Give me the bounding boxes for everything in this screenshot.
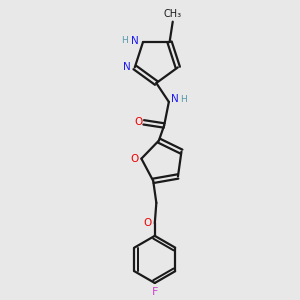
Text: H: H (181, 95, 187, 104)
Text: CH₃: CH₃ (164, 9, 182, 19)
Text: O: O (130, 154, 139, 164)
Text: O: O (134, 117, 142, 127)
Text: N: N (131, 35, 139, 46)
Text: N: N (171, 94, 178, 104)
Text: O: O (144, 218, 152, 228)
Text: F: F (152, 287, 158, 297)
Text: H: H (122, 36, 128, 45)
Text: N: N (123, 62, 131, 72)
